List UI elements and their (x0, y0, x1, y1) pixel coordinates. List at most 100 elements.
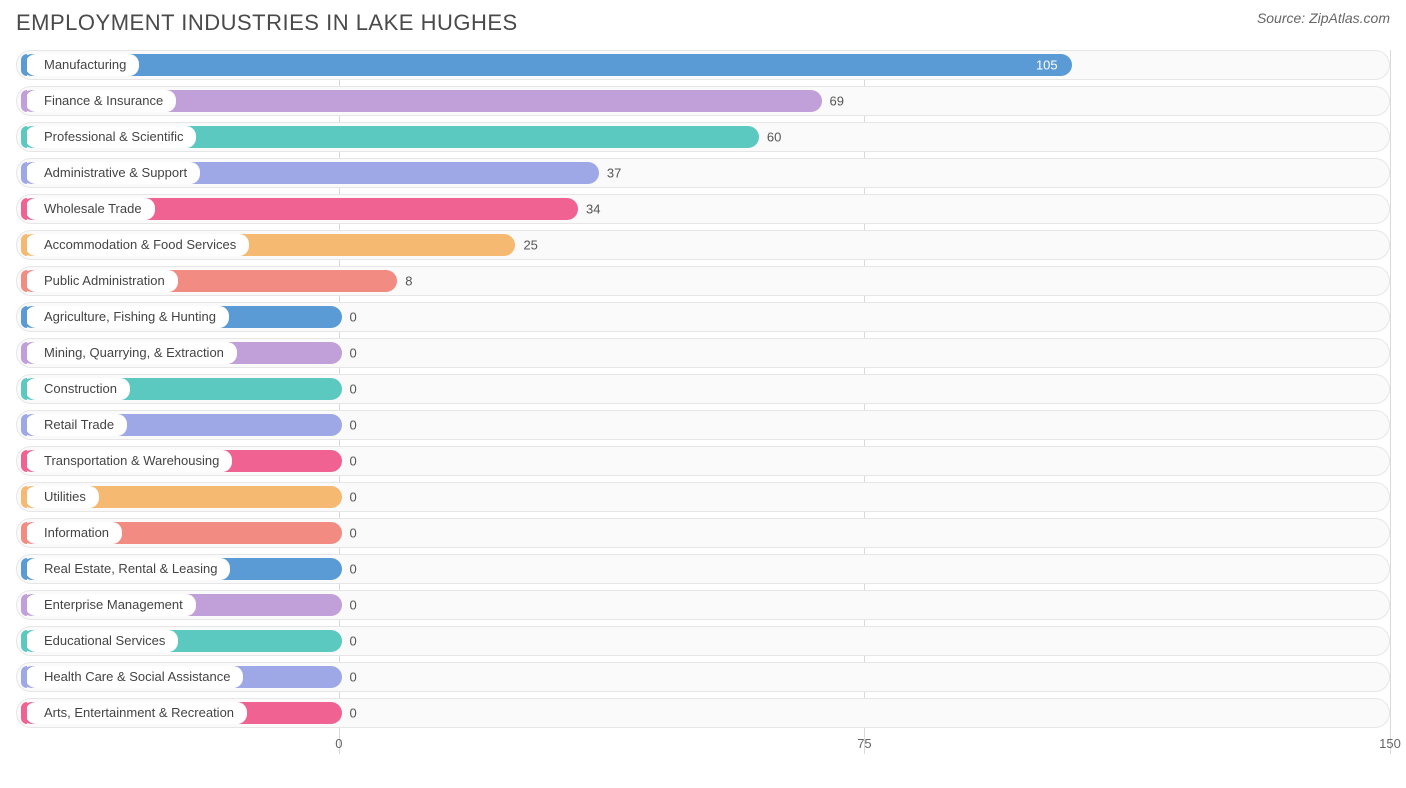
value-label: 69 (830, 94, 844, 109)
bar-cap (21, 54, 27, 76)
bar-row: Enterprise Management 0 (16, 590, 1390, 620)
value-label: 0 (350, 706, 357, 721)
value-label: 0 (350, 562, 357, 577)
bar-wrap: Enterprise Management 0 (21, 594, 1385, 616)
category-label: Retail Trade (31, 414, 127, 436)
bar-cap (21, 702, 27, 724)
value-label: 0 (350, 382, 357, 397)
bar-wrap: Real Estate, Rental & Leasing 0 (21, 558, 1385, 580)
value-label: 25 (523, 238, 537, 253)
bar-cap (21, 630, 27, 652)
bar-row: Health Care & Social Assistance 0 (16, 662, 1390, 692)
bar-row: Finance & Insurance 69 (16, 86, 1390, 116)
bar-row: Agriculture, Fishing & Hunting0 (16, 302, 1390, 332)
bar-wrap: Administrative & Support 37 (21, 162, 1385, 184)
chart-source: Source: ZipAtlas.com (1257, 10, 1390, 26)
category-label: Health Care & Social Assistance (31, 666, 243, 688)
x-axis: 075150 (16, 734, 1390, 754)
value-label: 60 (767, 130, 781, 145)
value-label: 0 (350, 670, 357, 685)
bar-wrap: Accommodation & Food Services 25 (21, 234, 1385, 256)
bar-cap (21, 126, 27, 148)
bar-cap (21, 198, 27, 220)
category-label: Utilities (31, 486, 99, 508)
value-label: 0 (350, 346, 357, 361)
bar-cap (21, 666, 27, 688)
category-label: Real Estate, Rental & Leasing (31, 558, 230, 580)
bar-cap (21, 90, 27, 112)
bar-row: Transportation & Warehousing 0 (16, 446, 1390, 476)
bar-cap (21, 450, 27, 472)
category-label: Mining, Quarrying, & Extraction (31, 342, 237, 364)
source-value: ZipAtlas.com (1309, 10, 1390, 26)
category-label: Finance & Insurance (31, 90, 176, 112)
bar (21, 54, 1072, 76)
value-label: 0 (350, 598, 357, 613)
category-label: Public Administration (31, 270, 178, 292)
bar-wrap: Transportation & Warehousing 0 (21, 450, 1385, 472)
bar-cap (21, 270, 27, 292)
bar-wrap: Retail Trade 0 (21, 414, 1385, 436)
bar-wrap: Information 0 (21, 522, 1385, 544)
bar-cap (21, 342, 27, 364)
value-label: 0 (350, 526, 357, 541)
category-label: Construction (31, 378, 130, 400)
bar-row: Construction 0 (16, 374, 1390, 404)
bar-row: Real Estate, Rental & Leasing 0 (16, 554, 1390, 584)
category-label: Accommodation & Food Services (31, 234, 249, 256)
x-tick-label: 150 (1379, 736, 1401, 751)
gridline (1390, 50, 1391, 754)
category-label: Wholesale Trade (31, 198, 155, 220)
category-label: Information (31, 522, 122, 544)
bar-cap (21, 162, 27, 184)
value-label: 0 (350, 490, 357, 505)
bar-cap (21, 522, 27, 544)
bar-row: Wholesale Trade 34 (16, 194, 1390, 224)
bar-row: Arts, Entertainment & Recreation0 (16, 698, 1390, 728)
bar-wrap: Wholesale Trade 34 (21, 198, 1385, 220)
bar-cap (21, 594, 27, 616)
value-label: 34 (586, 202, 600, 217)
bar-row: Accommodation & Food Services 25 (16, 230, 1390, 260)
category-label: Manufacturing (31, 54, 139, 76)
bar-row: Manufacturing 105 (16, 50, 1390, 80)
source-label: Source: (1257, 10, 1305, 26)
category-label: Enterprise Management (31, 594, 196, 616)
chart-header: EMPLOYMENT INDUSTRIES IN LAKE HUGHES Sou… (16, 10, 1390, 36)
bar-row: Information 0 (16, 518, 1390, 548)
chart-plot: Manufacturing 105 Finance & Insurance 69 Pro… (16, 50, 1390, 778)
bar-row: Public Administration 8 (16, 266, 1390, 296)
value-label: 8 (405, 274, 412, 289)
category-label: Professional & Scientific (31, 126, 196, 148)
category-label: Transportation & Warehousing (31, 450, 232, 472)
bar-wrap: Public Administration 8 (21, 270, 1385, 292)
bar-wrap: Mining, Quarrying, & Extraction 0 (21, 342, 1385, 364)
bar-wrap: Finance & Insurance 69 (21, 90, 1385, 112)
bar-wrap: Educational Services 0 (21, 630, 1385, 652)
bar-row: Educational Services 0 (16, 626, 1390, 656)
category-label: Educational Services (31, 630, 178, 652)
bar-row: Mining, Quarrying, & Extraction 0 (16, 338, 1390, 368)
bar-cap (21, 486, 27, 508)
x-tick-label: 75 (857, 736, 871, 751)
chart-area: Manufacturing 105 Finance & Insurance 69 Pro… (16, 50, 1390, 778)
bar-cap (21, 306, 27, 328)
bar-wrap: Arts, Entertainment & Recreation0 (21, 702, 1385, 724)
bar-wrap: Manufacturing 105 (21, 54, 1385, 76)
chart-title: EMPLOYMENT INDUSTRIES IN LAKE HUGHES (16, 10, 518, 36)
bar-cap (21, 558, 27, 580)
bar-row: Utilities 0 (16, 482, 1390, 512)
value-label: 0 (350, 418, 357, 433)
x-tick-label: 0 (335, 736, 342, 751)
category-label: Administrative & Support (31, 162, 200, 184)
bar-wrap: Utilities 0 (21, 486, 1385, 508)
value-label: 0 (350, 634, 357, 649)
value-label: 0 (350, 310, 357, 325)
value-label: 105 (1036, 58, 1058, 73)
bar-wrap: Health Care & Social Assistance 0 (21, 666, 1385, 688)
value-label: 0 (350, 454, 357, 469)
bar-wrap: Agriculture, Fishing & Hunting0 (21, 306, 1385, 328)
bar-row: Administrative & Support 37 (16, 158, 1390, 188)
bar-wrap: Professional & Scientific 60 (21, 126, 1385, 148)
value-label: 37 (607, 166, 621, 181)
